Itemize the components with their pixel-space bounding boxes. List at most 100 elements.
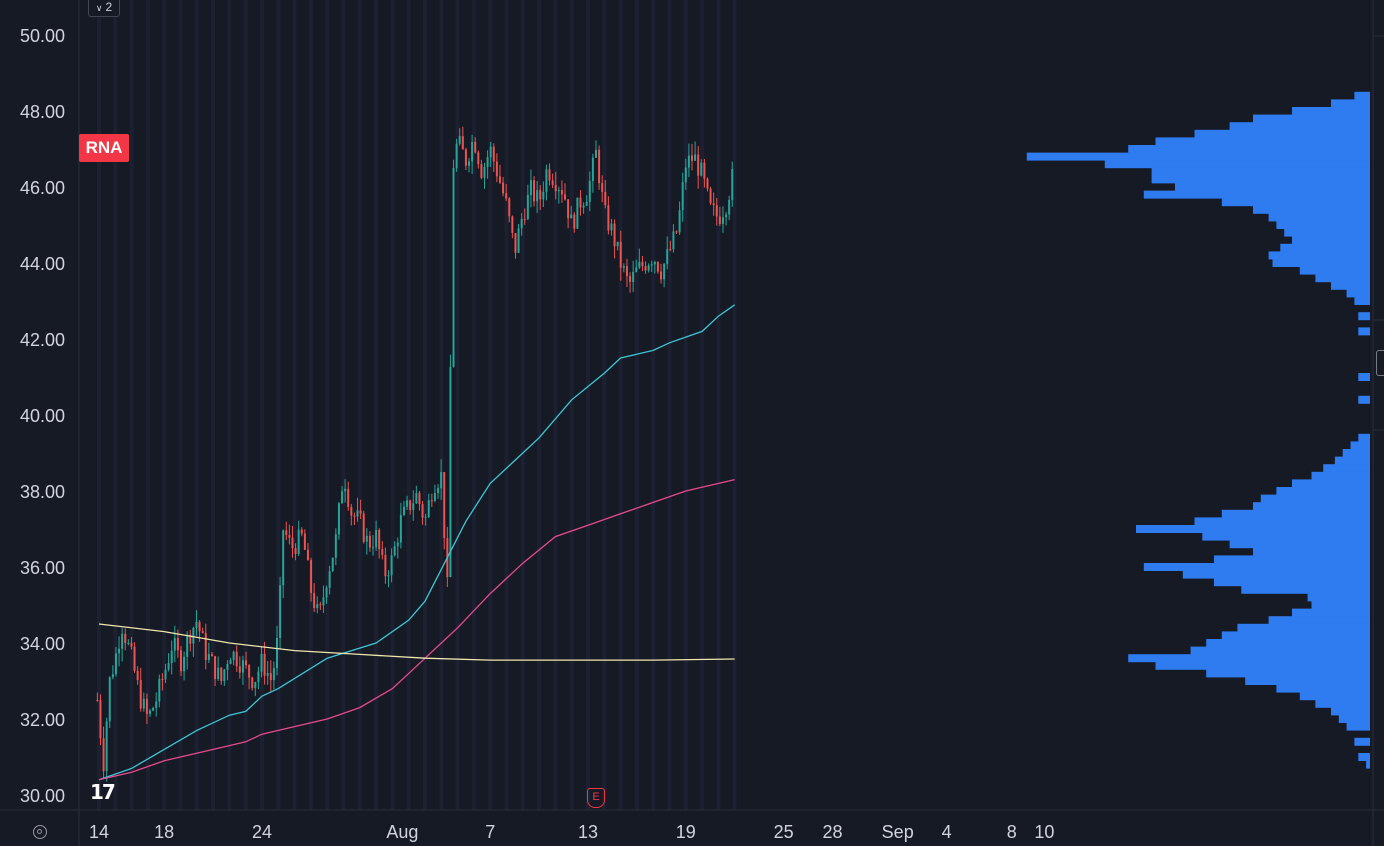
candle-body bbox=[235, 651, 238, 667]
y-tick-label: 42.00 bbox=[20, 330, 65, 350]
candle-body bbox=[108, 677, 111, 722]
candle-body bbox=[728, 199, 731, 215]
session-stripe bbox=[520, 0, 525, 810]
candle-body bbox=[533, 180, 536, 202]
volume-profile-bar bbox=[1280, 243, 1370, 252]
volume-profile-bar bbox=[1268, 251, 1370, 260]
y-tick-label: 40.00 bbox=[20, 406, 65, 426]
y-tick-label: 48.00 bbox=[20, 102, 65, 122]
candle-body bbox=[176, 638, 179, 651]
x-tick-label: 14 bbox=[89, 822, 109, 842]
volume-profile-bar bbox=[1237, 623, 1370, 632]
volume-profile-bar bbox=[1245, 677, 1370, 685]
candle-body bbox=[625, 266, 628, 277]
session-stripe bbox=[129, 0, 134, 810]
candle-body bbox=[238, 666, 241, 673]
volume-profile-bar bbox=[1128, 145, 1370, 153]
candle-body bbox=[164, 669, 167, 680]
candle-body bbox=[133, 646, 136, 671]
candle-body bbox=[690, 155, 693, 161]
candle-body bbox=[300, 529, 303, 534]
candle-body bbox=[313, 592, 316, 609]
candle-body bbox=[198, 621, 201, 632]
volume-profile-bar bbox=[1229, 122, 1370, 131]
session-stripe bbox=[162, 0, 167, 810]
candle-body bbox=[409, 500, 412, 510]
candle-body bbox=[248, 665, 251, 678]
candle-body bbox=[480, 164, 483, 178]
candle-body bbox=[486, 157, 489, 167]
candle-body bbox=[114, 653, 117, 675]
candle-body bbox=[322, 597, 325, 606]
candle-body bbox=[471, 141, 474, 162]
candle-body bbox=[672, 231, 675, 250]
candle-body bbox=[502, 182, 505, 194]
volume-profile-bar bbox=[1155, 661, 1370, 670]
volume-profile-bar bbox=[1338, 715, 1370, 723]
volume-profile-bar bbox=[1155, 137, 1370, 146]
candle-body bbox=[458, 136, 461, 144]
y-tick-label: 38.00 bbox=[20, 482, 65, 502]
x-tick-label: 8 bbox=[1007, 822, 1017, 842]
volume-profile-bar bbox=[1299, 692, 1370, 701]
session-stripe bbox=[390, 0, 395, 810]
candle-body bbox=[152, 707, 155, 711]
candle-body bbox=[263, 653, 266, 676]
candle-body bbox=[204, 633, 207, 660]
candle-body bbox=[319, 604, 322, 606]
volume-profile-bar bbox=[1128, 654, 1370, 663]
candle-body bbox=[183, 656, 186, 672]
candle-body bbox=[145, 698, 148, 714]
session-stripe bbox=[537, 0, 542, 810]
candle-body bbox=[384, 554, 387, 577]
candle-body bbox=[433, 493, 436, 501]
candle-body bbox=[564, 194, 567, 200]
volume-profile-bar bbox=[1136, 525, 1370, 533]
candle-body bbox=[170, 650, 173, 663]
candle-body bbox=[421, 504, 424, 518]
candle-body bbox=[406, 500, 409, 507]
candle-body bbox=[294, 548, 297, 554]
candle-body bbox=[632, 271, 635, 282]
candle-body bbox=[285, 530, 288, 535]
pane-collapse-badge[interactable]: ∨ 2 bbox=[88, 0, 120, 17]
candle-body bbox=[102, 738, 105, 772]
candle-body bbox=[223, 669, 226, 682]
volume-profile-bar bbox=[1323, 464, 1370, 473]
candle-body bbox=[325, 587, 328, 598]
candle-body bbox=[607, 205, 610, 231]
volume-profile-bar bbox=[1221, 509, 1370, 518]
candle-body bbox=[635, 267, 638, 272]
volume-profile-bar bbox=[1175, 183, 1370, 191]
candle-body bbox=[579, 197, 582, 208]
candle-body bbox=[629, 276, 632, 282]
candle-body bbox=[232, 651, 235, 660]
volume-profile-bar bbox=[1104, 160, 1370, 169]
settings-icon[interactable] bbox=[33, 825, 47, 839]
candle-body bbox=[464, 149, 467, 166]
scale-handle[interactable] bbox=[1376, 350, 1384, 376]
candle-body bbox=[158, 678, 161, 702]
candle-body bbox=[260, 653, 263, 672]
candle-body bbox=[703, 162, 706, 179]
session-stripe bbox=[292, 0, 297, 810]
earnings-marker[interactable]: E bbox=[587, 788, 605, 808]
candle-body bbox=[520, 218, 523, 229]
volume-profile-bar bbox=[1292, 107, 1370, 115]
volume-profile-bar bbox=[1334, 456, 1370, 465]
session-stripe bbox=[683, 0, 688, 810]
x-tick-label: 24 bbox=[252, 822, 272, 842]
candle-body bbox=[536, 190, 539, 202]
tradingview-logo[interactable]: 17 bbox=[90, 780, 116, 804]
session-stripe bbox=[618, 0, 623, 810]
candle-body bbox=[511, 216, 514, 233]
candle-body bbox=[660, 271, 663, 280]
candle-body bbox=[700, 162, 703, 176]
candle-body bbox=[272, 668, 275, 681]
candle-body bbox=[582, 205, 585, 208]
volume-profile-bar bbox=[1331, 707, 1370, 716]
candle-body bbox=[483, 166, 486, 178]
x-tick-label: 10 bbox=[1034, 822, 1054, 842]
